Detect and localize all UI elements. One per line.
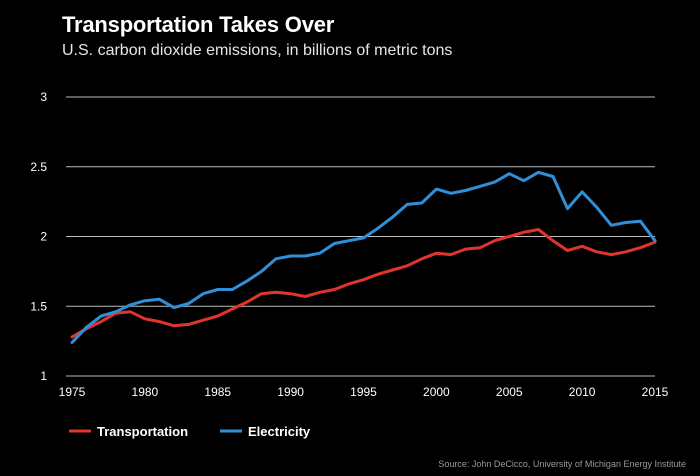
legend-label-transportation: Transportation [97,424,188,439]
x-tick-label: 1980 [132,385,159,399]
x-tick-label: 2010 [569,385,596,399]
y-tick-label: 2.5 [30,160,47,174]
x-tick-label: 1990 [277,385,304,399]
y-axis-ticks: 1 1.5 2 2.5 3 [30,90,47,383]
legend-label-electricity: Electricity [248,424,311,439]
chart-title: Transportation Takes Over [62,12,335,37]
source-credit: Source: John DeCicco, University of Mich… [438,459,686,469]
y-tick-label: 1.5 [30,299,47,313]
series-line-transportation [70,228,657,339]
y-tick-label: 2 [40,230,47,244]
series-lines [70,170,657,344]
legend: Transportation Electricity [69,424,311,439]
x-tick-label: 1985 [204,385,231,399]
y-tick-label: 1 [40,369,47,383]
y-tick-label: 3 [40,90,47,104]
x-tick-label: 2000 [423,385,450,399]
chart-subtitle: U.S. carbon dioxide emissions, in billio… [62,42,453,59]
x-tick-label: 2005 [496,385,523,399]
x-tick-label: 1995 [350,385,377,399]
series-line-electricity [70,170,657,344]
x-axis-ticks: 1975 1980 1985 1990 1995 2000 2005 2010 2015 [59,385,669,399]
x-tick-label: 2015 [642,385,669,399]
gridlines [66,96,655,377]
x-tick-label: 1975 [59,385,86,399]
